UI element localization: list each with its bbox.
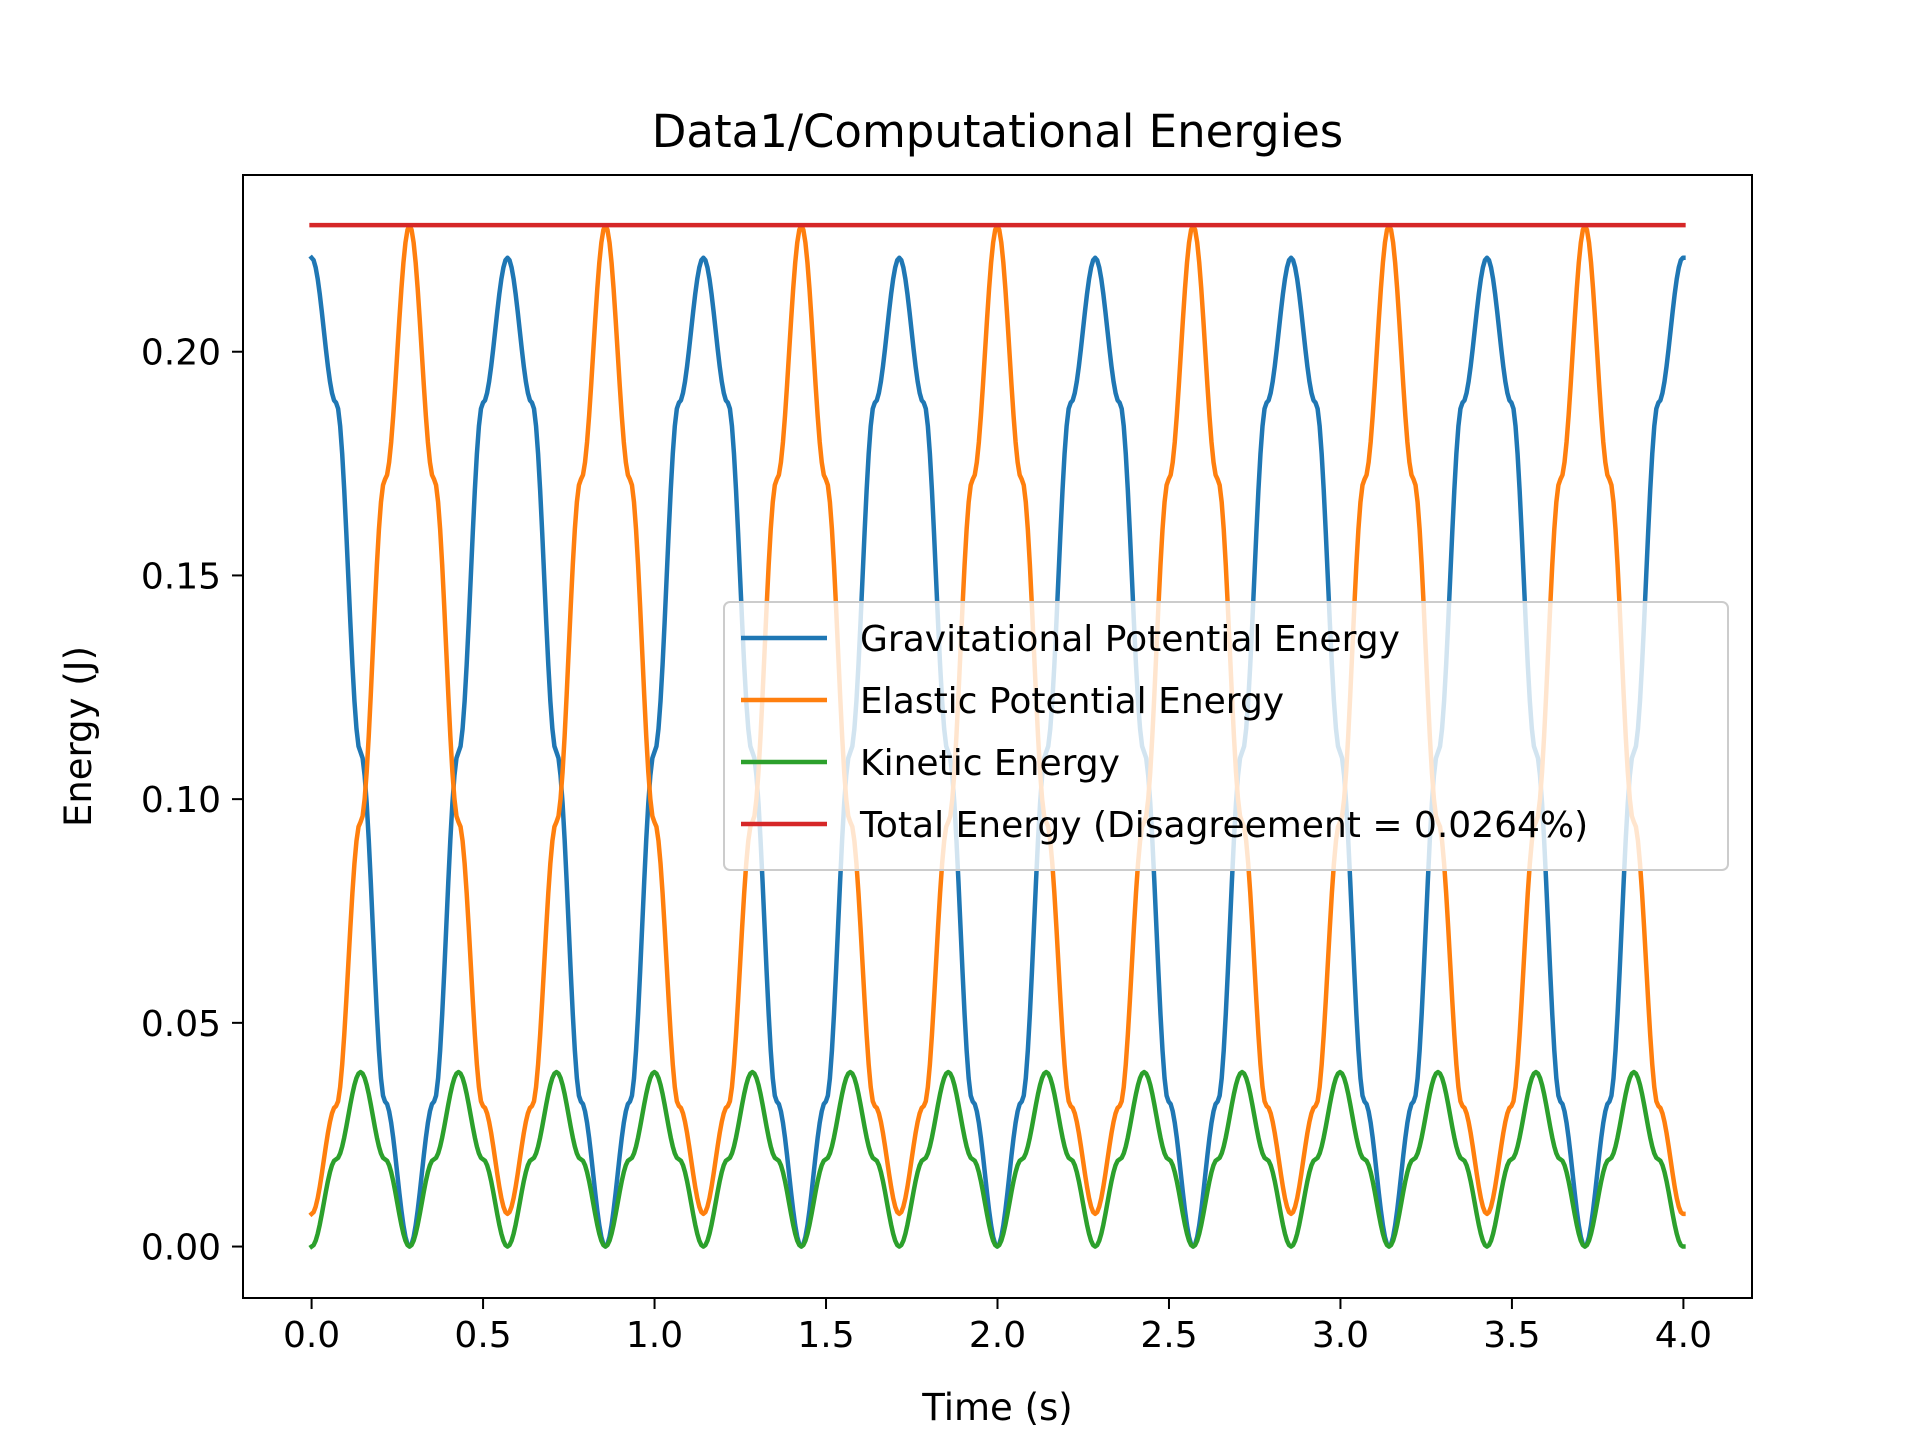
legend-box — [723, 601, 1729, 871]
x-axis-ticks: 0.0 0.5 1.0 1.5 2.0 2.5 3.0 3.5 4.0 — [283, 1298, 1712, 1356]
series-line-0 — [308, 254, 1686, 1249]
legend-entry: Gravitational Potential Energy — [860, 619, 1400, 660]
x-tick-label: 2.5 — [1140, 1315, 1197, 1356]
chart-title: Data1/Computational Energies — [652, 105, 1343, 158]
y-tick-label: 0.05 — [141, 1004, 221, 1045]
legend-entry: Total Energy (Disagreement = 0.0264%) — [859, 805, 1588, 846]
x-tick-label: 0.5 — [454, 1315, 511, 1356]
x-tick-label: 3.0 — [1312, 1315, 1369, 1356]
x-tick-label: 4.0 — [1655, 1315, 1712, 1356]
x-tick-label: 3.5 — [1483, 1315, 1540, 1356]
series-layer — [308, 222, 1686, 1250]
y-tick-label: 0.10 — [141, 780, 221, 821]
x-tick-label: 0.0 — [283, 1315, 340, 1356]
legend-entry: Kinetic Energy — [860, 743, 1120, 784]
y-axis-label: Energy (J) — [57, 646, 100, 827]
x-tick-label: 1.0 — [626, 1315, 683, 1356]
legend-entry: Elastic Potential Energy — [860, 681, 1284, 722]
y-tick-label: 0.20 — [141, 333, 221, 374]
series-line-1 — [308, 223, 1686, 1218]
x-tick-label: 1.5 — [797, 1315, 854, 1356]
y-tick-label: 0.00 — [141, 1228, 221, 1269]
y-axis-ticks: 0.00 0.05 0.10 0.15 0.20 — [141, 333, 243, 1269]
x-tick-label: 2.0 — [969, 1315, 1026, 1356]
y-tick-label: 0.15 — [141, 556, 221, 597]
series-line-2 — [308, 1069, 1686, 1250]
x-axis-label: Time (s) — [921, 1386, 1072, 1429]
legend: Gravitational Potential Energy Elastic Po… — [723, 601, 1729, 871]
